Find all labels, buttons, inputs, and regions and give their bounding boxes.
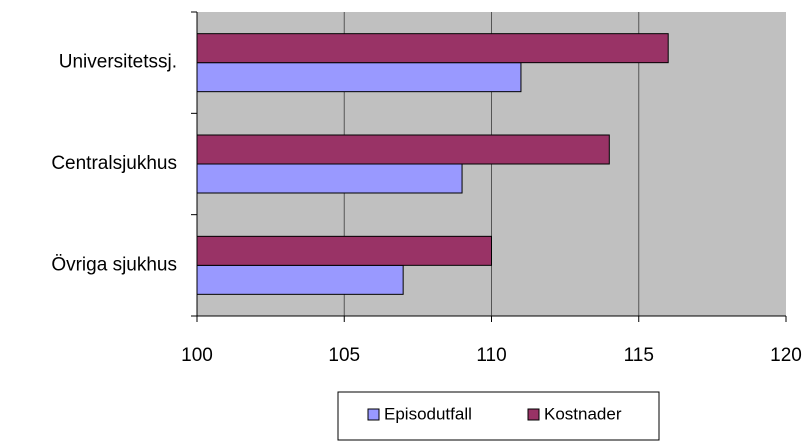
bar	[196, 264, 404, 295]
legend-box	[337, 391, 660, 441]
y-tick-label: Universitetssj.	[59, 52, 177, 73]
y-tick-label: Övriga sjukhus	[51, 254, 177, 275]
bar	[196, 163, 463, 194]
y-tick-label: Centralsjukhus	[51, 153, 177, 174]
x-tick-label: 105	[328, 345, 360, 366]
bar	[196, 134, 610, 165]
legend-label: Kostnader	[544, 404, 622, 423]
legend-label: Episodutfall	[384, 404, 472, 423]
bar	[196, 62, 522, 93]
x-tick-label: 115	[624, 345, 654, 366]
bar	[196, 33, 669, 64]
x-tick-label: 110	[476, 345, 506, 366]
legend-swatch	[527, 408, 540, 421]
x-tick-label: 120	[770, 345, 802, 366]
legend-swatch	[367, 408, 380, 421]
x-tick-label: 100	[181, 345, 213, 366]
bar	[196, 235, 492, 266]
